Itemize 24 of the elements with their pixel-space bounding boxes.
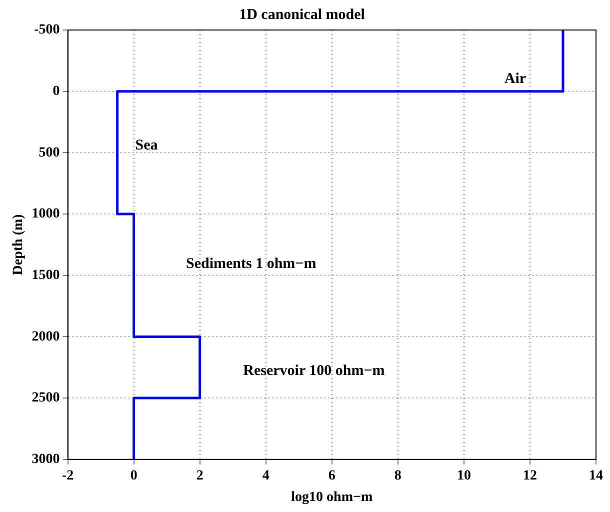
y-axis-title: Depth (m) <box>11 214 26 276</box>
x-tick-label: 14 <box>589 468 603 484</box>
x-axis-title: log10 ohm−m <box>291 490 373 506</box>
x-tick-label: 8 <box>394 468 402 484</box>
annotation: Air <box>504 70 526 87</box>
annotation: Reservoir 100 ohm−m <box>243 362 386 379</box>
x-tick-label: 12 <box>522 468 537 484</box>
y-tick-label: 3000 <box>32 452 60 468</box>
y-tick-label: 1500 <box>32 268 60 283</box>
y-tick-label: -500 <box>34 22 60 38</box>
x-tick-label: 10 <box>456 468 471 484</box>
x-tick-label: -2 <box>62 468 74 484</box>
x-tick-label: 2 <box>196 468 204 484</box>
y-tick-label: 500 <box>38 145 60 160</box>
y-tick-label: 1000 <box>32 206 60 222</box>
annotation: Sea <box>135 137 158 154</box>
y-tick-label: 0 <box>52 84 60 99</box>
x-tick-label: 6 <box>328 468 336 484</box>
y-tick-label: 2500 <box>32 390 60 406</box>
annotation: Sediments 1 ohm−m <box>186 256 317 272</box>
x-tick-label: 0 <box>130 468 138 484</box>
y-tick-label: 2000 <box>32 329 60 344</box>
x-tick-label: 4 <box>262 468 270 484</box>
chart-title: 1D canonical model <box>239 6 365 23</box>
